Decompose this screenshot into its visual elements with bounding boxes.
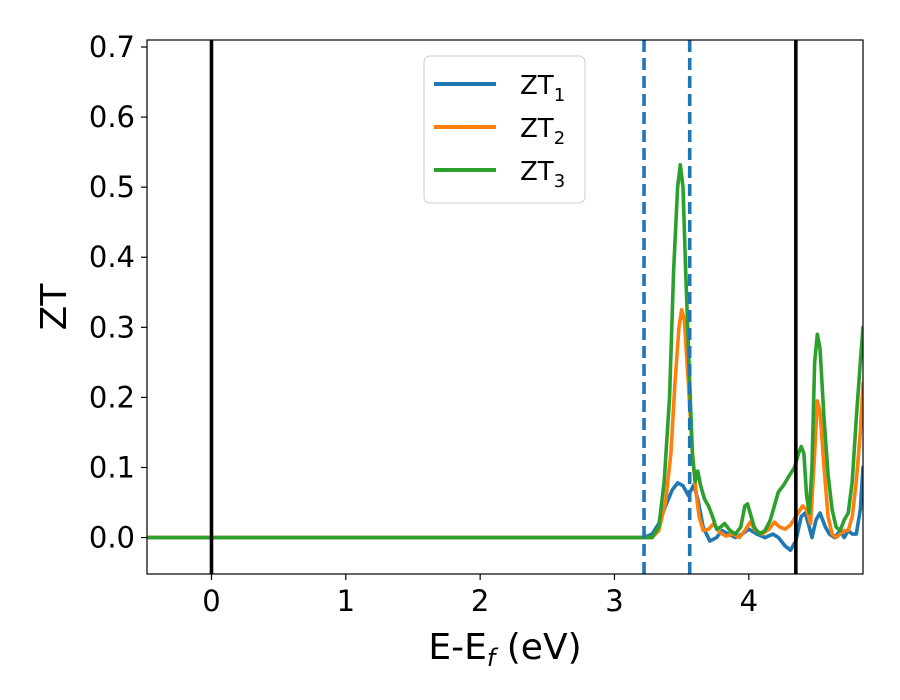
y-tick-label: 0.1 [89,450,135,484]
legend-label-3: ZT3 [520,157,565,192]
x-axis-label: E-Ef (eV) [428,627,581,672]
plot-frame [146,39,864,575]
series-line-3 [147,162,863,540]
y-tick-label: 0.7 [89,30,135,64]
legend-label-1: ZT1 [520,71,565,106]
x-tick-label: 3 [605,584,623,618]
x-tick-label: 1 [337,584,355,618]
x-tick-label: 4 [740,584,758,618]
legend-label-2: ZT2 [520,114,565,149]
y-tick-label: 0.5 [89,170,135,204]
y-tick-label: 0.3 [89,310,135,344]
legend: ZT1 ZT2 ZT3 [423,55,586,204]
x-tick-label: 2 [471,584,489,618]
series-line-2 [147,308,863,540]
legend-frame [423,55,586,204]
series-layer [147,162,863,552]
y-tick-label: 0.4 [89,240,135,274]
x-tick-label: 0 [202,584,220,618]
reference-lines [209,40,798,574]
y-tick-label: 0.6 [89,100,135,134]
x-axis-ticks: 0 1 2 3 4 [202,574,758,618]
y-axis-ticks: 0.0 0.1 0.2 0.3 0.4 0.5 0.6 0.7 [89,30,147,555]
y-axis-label: ZT [34,283,75,331]
y-tick-label: 0.0 [89,521,135,555]
y-tick-label: 0.2 [89,380,135,414]
